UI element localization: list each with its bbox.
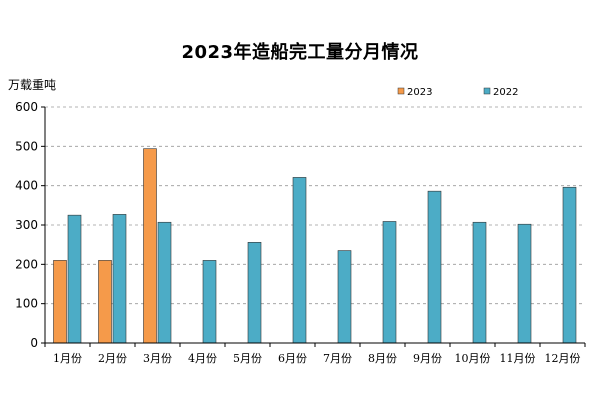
bar-2023 [53,260,67,344]
legend: 2023 2022 [397,87,518,98]
y-tick-label: 0 [30,336,38,350]
x-tick-label: 2月份 [98,352,127,365]
x-tick-label: 12月份 [545,352,581,365]
x-tick-label: 6月份 [278,352,307,365]
bar-2022 [562,186,577,344]
bar-2022 [67,214,82,344]
bar-2023 [98,260,112,344]
x-tick-label: 7月份 [323,352,352,365]
x-tick-label: 3月份 [143,352,172,365]
y-tick-label: 500 [15,139,38,153]
bar-2022 [517,223,532,344]
x-tick-label: 8月份 [368,352,397,365]
y-tick-label: 600 [15,100,38,114]
x-tick-label: 5月份 [233,352,262,365]
y-axis-unit-label: 万载重吨 [8,78,57,92]
bar-2022 [472,221,487,344]
y-tick-label: 400 [15,179,38,193]
bar-2022 [157,221,172,344]
bar-2022 [112,214,127,344]
bar-2022 [382,221,397,344]
legend-swatch [483,87,491,95]
x-tick-label: 1月份 [53,352,82,365]
bar-2023 [143,148,157,344]
x-tick-label: 9月份 [413,352,442,365]
bar-2022 [337,250,352,344]
bars [53,148,577,344]
bar-2022 [202,260,217,344]
x-tick-label: 10月份 [455,352,491,365]
legend-swatch [397,87,405,95]
x-tick-labels: 1月份 2月份 3月份 4月份 5月份 6月份 7月份 8月份 9月份 10月份 11月份 12月份 [53,352,581,365]
x-tick-label: 4月份 [188,352,217,365]
y-tick-label: 300 [15,218,38,232]
y-tick-label: 200 [15,257,38,271]
chart-title: 2023年造船完工量分月情况 [181,42,419,63]
legend-label: 2023 [407,87,432,98]
y-tick-labels: 0 100 200 300 400 500 600 [15,100,38,350]
bar-2022 [247,242,262,344]
legend-label: 2022 [493,87,518,98]
x-tick-label: 11月份 [500,352,536,365]
bar-2022 [292,177,307,344]
bar-2022 [427,190,442,344]
axes [41,106,586,347]
grid-lines [45,106,585,305]
y-tick-label: 100 [15,297,38,311]
